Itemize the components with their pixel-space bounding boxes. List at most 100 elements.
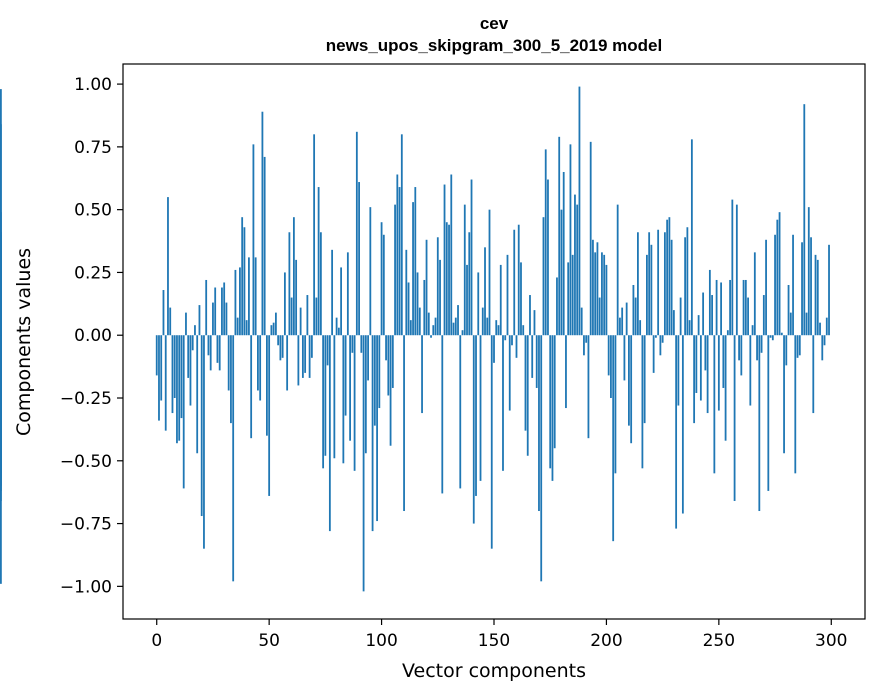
bar [382,234,385,336]
bar [275,312,277,336]
y-tick-label: 1.00 [74,75,112,95]
bar [214,287,217,336]
bar [657,229,660,336]
bar [261,111,264,336]
bar [281,335,284,358]
bar [290,297,293,336]
bar [758,335,761,512]
bar [355,131,358,336]
bar [257,335,259,391]
bar [583,335,585,356]
bar [578,86,581,336]
bar [346,252,349,336]
bar [724,335,727,441]
bar [486,317,489,336]
bar [367,335,369,381]
bar [769,335,772,338]
bar [623,335,626,381]
bar [585,335,588,343]
bar [547,179,549,336]
bar [376,335,378,522]
bar [704,335,707,371]
bar [423,279,426,336]
bar [335,317,338,336]
bar [785,335,788,366]
bar [717,335,720,411]
bar [605,264,608,336]
bar [569,144,572,336]
bar [470,179,473,336]
bar [598,297,601,336]
bar [436,237,439,336]
bar [227,335,230,391]
bar [751,325,754,336]
bar [171,335,174,414]
bar [209,335,212,371]
bar [787,285,790,336]
bar [315,297,318,336]
bar [513,229,516,336]
bar [776,219,779,336]
chart-title: cev [480,14,509,33]
bar [771,335,774,341]
bar [481,307,484,336]
bar [373,335,376,426]
bar [508,335,511,411]
bar [744,279,747,336]
bar [726,330,729,336]
bar [203,335,205,549]
bar [243,227,246,336]
bar [421,335,423,414]
bar [353,335,356,471]
x-tick-label: 0 [151,631,162,651]
bar [391,335,394,388]
bar [245,320,248,336]
bar [715,279,718,336]
bar [801,242,803,336]
bar [610,335,612,398]
x-tick-label: 150 [478,631,510,651]
bar [337,327,340,336]
bar [699,335,702,401]
x-tick-label: 300 [815,631,847,651]
y-tick-label: 0.00 [74,326,112,346]
bar [162,290,165,336]
bar [230,335,232,424]
bar [681,335,684,514]
bar [690,139,693,336]
bar [654,335,657,338]
bar [191,335,194,351]
bar [511,335,513,346]
bar [695,335,698,393]
bar [641,335,644,469]
bar [160,335,163,401]
bar [720,282,722,336]
bar [398,187,401,336]
bar [621,307,624,336]
bar [333,335,336,459]
bar [360,335,363,353]
bar [619,317,621,336]
bar [180,335,183,419]
bar [814,254,817,336]
bar [666,219,669,336]
bar [792,234,794,336]
bar [520,262,522,336]
bar [200,335,203,517]
bar [189,335,192,406]
bar [594,252,597,336]
bar [324,335,327,456]
bar [607,335,610,376]
bar [322,335,325,469]
bar [708,269,711,336]
bar [688,320,691,336]
bar [686,227,689,336]
bar [805,312,808,336]
bar [601,252,603,336]
bar [313,134,316,336]
bar [679,297,682,336]
bar [443,184,446,336]
bar [488,209,491,336]
bar [351,335,354,353]
bar [331,249,334,336]
